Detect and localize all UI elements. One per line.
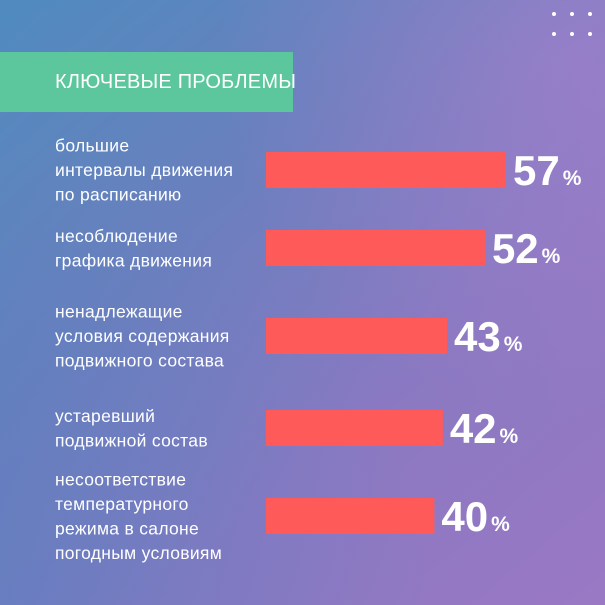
bar: [266, 152, 506, 188]
bar: [266, 318, 448, 354]
category-label: погодным условиям: [55, 543, 222, 563]
data-label: 42%: [450, 405, 519, 452]
category-label: большие: [55, 136, 129, 156]
category-label: ненадлежащие: [55, 302, 183, 322]
data-label: 43%: [454, 313, 523, 360]
page-title: КЛЮЧЕВЫЕ ПРОБЛЕМЫ: [55, 71, 297, 93]
category-label: подвижного состава: [55, 351, 224, 371]
category-label: по расписанию: [55, 185, 182, 205]
category-label: температурного: [55, 494, 189, 514]
category-label: графика движения: [55, 250, 212, 270]
category-label: режима в салоне: [55, 518, 199, 538]
category-label: несоответствие: [55, 469, 186, 489]
category-label: подвижной состав: [55, 430, 208, 450]
data-label: 57%: [513, 147, 582, 194]
decorative-dots-icon: [548, 6, 598, 42]
category-label: условия содержания: [55, 326, 230, 346]
bar: [266, 410, 443, 446]
data-label: 40%: [441, 493, 510, 540]
category-label: интервалы движения: [55, 160, 233, 180]
bar: [266, 230, 485, 266]
title-banner: КЛЮЧЕВЫЕ ПРОБЛЕМЫ: [0, 52, 297, 112]
category-label: несоблюдение: [55, 226, 178, 246]
category-label: устаревший: [55, 406, 155, 426]
data-label: 52%: [492, 225, 561, 272]
bar: [266, 498, 435, 534]
